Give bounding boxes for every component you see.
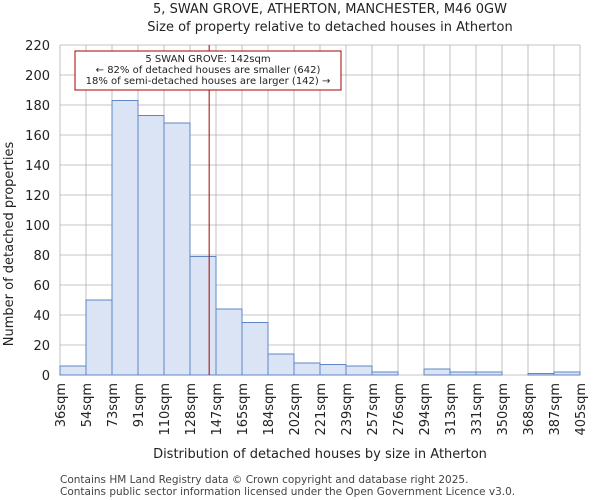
annotation-line-3: 18% of semi-detached houses are larger (… (86, 76, 331, 87)
y-tick-label: 80 (33, 249, 50, 264)
y-axis-label: Number of detached properties (2, 142, 17, 347)
chart-subtitle: Size of property relative to detached ho… (147, 20, 512, 35)
histogram-bar (111, 100, 139, 376)
x-tick-label: 331sqm (470, 383, 485, 436)
x-tick-label: 368sqm (522, 383, 537, 436)
histogram-bar (371, 371, 399, 376)
x-tick-label: 239sqm (340, 383, 355, 436)
x-tick-label: 350sqm (496, 383, 511, 436)
histogram-bar (137, 115, 165, 376)
histogram-bar (241, 322, 269, 376)
chart-title: 5, SWAN GROVE, ATHERTON, MANCHESTER, M46… (153, 2, 507, 17)
histogram-bar (423, 368, 451, 376)
x-tick-label: 257sqm (366, 383, 381, 436)
y-tick-label: 40 (33, 309, 50, 324)
x-tick-label: 202sqm (288, 383, 303, 436)
y-tick-label: 220 (25, 39, 50, 54)
x-tick-label: 36sqm (54, 383, 69, 427)
y-tick-label: 100 (25, 219, 50, 234)
histogram-bar (215, 308, 243, 376)
x-tick-label: 221sqm (314, 383, 329, 436)
y-tick-label: 160 (25, 129, 50, 144)
y-tick-label: 140 (25, 159, 50, 174)
x-tick-label: 184sqm (262, 383, 277, 436)
x-tick-label: 91sqm (132, 383, 147, 427)
x-tick-label: 128sqm (184, 383, 199, 436)
histogram-bar (319, 364, 347, 376)
bars (59, 100, 581, 376)
histogram-bar (85, 299, 113, 376)
histogram-bar (189, 256, 217, 376)
footer-line-1: Contains HM Land Registry data © Crown c… (60, 474, 468, 486)
x-tick-label: 73sqm (106, 383, 121, 427)
annotation-line-1: 5 SWAN GROVE: 142sqm (145, 54, 270, 65)
x-tick-label: 276sqm (392, 383, 407, 436)
histogram-bar (527, 373, 555, 376)
annotation-line-2: ← 82% of detached houses are smaller (64… (96, 65, 321, 76)
histogram-bar (345, 365, 373, 376)
x-tick-label: 294sqm (418, 383, 433, 436)
histogram-bar (293, 362, 321, 376)
y-tick-label: 0 (42, 369, 50, 384)
y-tick-label: 60 (33, 279, 50, 294)
y-tick-label: 180 (25, 99, 50, 114)
x-tick-label: 54sqm (80, 383, 95, 427)
y-tick-label: 120 (25, 189, 50, 204)
y-tick-label: 200 (25, 69, 50, 84)
histogram-bar (553, 371, 581, 376)
footer-line-2: Contains public sector information licen… (60, 486, 515, 498)
x-axis-label: Distribution of detached houses by size … (153, 447, 487, 462)
histogram-bar (163, 122, 191, 376)
histogram-bar (267, 353, 295, 376)
x-tick-label: 313sqm (444, 383, 459, 436)
x-tick-label: 405sqm (574, 383, 589, 436)
x-axis-ticks: 36sqm 54sqm 73sqm 91sqm 110sqm 128sqm 147sqm 16… (54, 383, 589, 436)
x-tick-label: 165sqm (236, 383, 251, 436)
marker-group: 5 SWAN GROVE: 142sqm ← 82% of detached h… (74, 45, 342, 375)
histogram-bar (449, 371, 477, 376)
histogram-bar (475, 371, 503, 376)
histogram-bar (59, 365, 87, 376)
x-tick-label: 110sqm (158, 383, 173, 436)
y-tick-label: 20 (33, 339, 50, 354)
y-axis-ticks: 0 20 40 60 80 100 120 140 160 180 200 220 (25, 39, 50, 384)
x-tick-label: 387sqm (548, 383, 563, 436)
x-tick-label: 147sqm (210, 383, 225, 436)
annotation-box (74, 50, 342, 91)
